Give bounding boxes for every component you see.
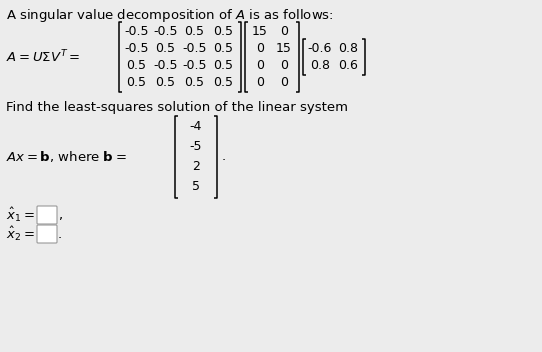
Text: 0: 0: [256, 59, 264, 72]
Text: 0.5: 0.5: [156, 42, 176, 55]
Text: 0.5: 0.5: [126, 76, 146, 89]
Text: A singular value decomposition of $\mathit{A}$ is as follows:: A singular value decomposition of $\math…: [6, 7, 334, 24]
Text: -0.5: -0.5: [153, 25, 178, 38]
Text: -0.5: -0.5: [182, 59, 207, 72]
Text: -0.5: -0.5: [182, 42, 207, 55]
Text: 0.6: 0.6: [338, 59, 358, 72]
Text: -5: -5: [190, 140, 202, 153]
Text: -0.6: -0.6: [308, 42, 332, 55]
Text: 0.5: 0.5: [214, 25, 234, 38]
Text: 0: 0: [256, 42, 264, 55]
FancyBboxPatch shape: [37, 225, 57, 243]
FancyBboxPatch shape: [37, 206, 57, 224]
Text: 0.5: 0.5: [156, 76, 176, 89]
Text: .: .: [222, 151, 226, 163]
Text: $\hat{x}_1 = $: $\hat{x}_1 = $: [6, 206, 35, 224]
Text: Find the least-squares solution of the linear system: Find the least-squares solution of the l…: [6, 101, 348, 114]
Text: 0.5: 0.5: [214, 76, 234, 89]
Text: 0: 0: [280, 59, 288, 72]
Text: $\hat{x}_2 = $: $\hat{x}_2 = $: [6, 225, 35, 243]
Text: 0: 0: [280, 25, 288, 38]
Text: 0.5: 0.5: [184, 76, 204, 89]
Text: 0.5: 0.5: [184, 25, 204, 38]
Text: 5: 5: [192, 181, 200, 194]
Text: 0.8: 0.8: [338, 42, 358, 55]
Text: 15: 15: [252, 25, 268, 38]
Text: -0.5: -0.5: [124, 42, 149, 55]
Text: $Ax = \mathbf{b}$, where $\mathbf{b} = $: $Ax = \mathbf{b}$, where $\mathbf{b} = $: [6, 150, 127, 164]
Text: 0.5: 0.5: [214, 59, 234, 72]
Text: -0.5: -0.5: [153, 59, 178, 72]
Text: -4: -4: [190, 120, 202, 133]
Text: -0.5: -0.5: [124, 25, 149, 38]
Text: $A = U\Sigma V^T = $: $A = U\Sigma V^T = $: [6, 49, 80, 65]
Text: 15: 15: [276, 42, 292, 55]
Text: ,: ,: [58, 208, 62, 221]
Text: 0: 0: [256, 76, 264, 89]
Text: 0.5: 0.5: [126, 59, 146, 72]
Text: 0.5: 0.5: [214, 42, 234, 55]
Text: 2: 2: [192, 161, 200, 174]
Text: .: .: [58, 227, 62, 240]
Text: 0: 0: [280, 76, 288, 89]
Text: 0.8: 0.8: [310, 59, 330, 72]
